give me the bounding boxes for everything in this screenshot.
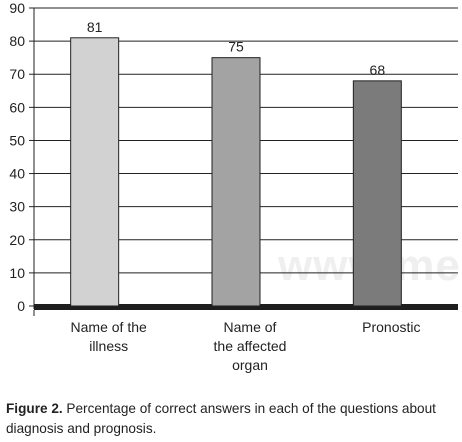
y-tick-label: 20 (9, 232, 25, 248)
data-labels: 81 75 68 (87, 19, 385, 78)
caption-text: Percentage of correct answers in each of… (6, 401, 436, 436)
axes (33, 8, 458, 316)
y-tick-label: 70 (9, 66, 25, 82)
y-tick-label: 50 (9, 132, 25, 148)
category-labels: Name of the illness Name of the affected org… (71, 319, 421, 373)
caption-label: Figure 2. (6, 401, 63, 416)
y-tick-label: 10 (9, 265, 25, 281)
data-label: 75 (228, 39, 244, 55)
x-axis-floor (34, 304, 458, 310)
y-tick-label: 90 (9, 0, 25, 16)
y-tick-label: 40 (9, 166, 25, 182)
category-label: Name of the affected organ (214, 319, 287, 373)
bar (70, 37, 120, 307)
y-tick-label: 80 (9, 33, 25, 49)
data-label: 68 (370, 62, 386, 78)
y-tick-label: 60 (9, 99, 25, 115)
category-label: Pronostic (362, 319, 420, 335)
y-axis-ticks: 0 10 20 30 40 50 60 70 80 90 (9, 0, 34, 314)
y-tick-label: 0 (17, 298, 25, 314)
bars (70, 37, 402, 307)
bar (352, 80, 402, 307)
data-label: 81 (87, 19, 103, 35)
y-tick-label: 30 (9, 199, 25, 215)
bar (211, 57, 261, 307)
figure-caption: Figure 2. Percentage of correct answers … (6, 399, 458, 439)
category-label: Name of the illness (71, 319, 147, 354)
